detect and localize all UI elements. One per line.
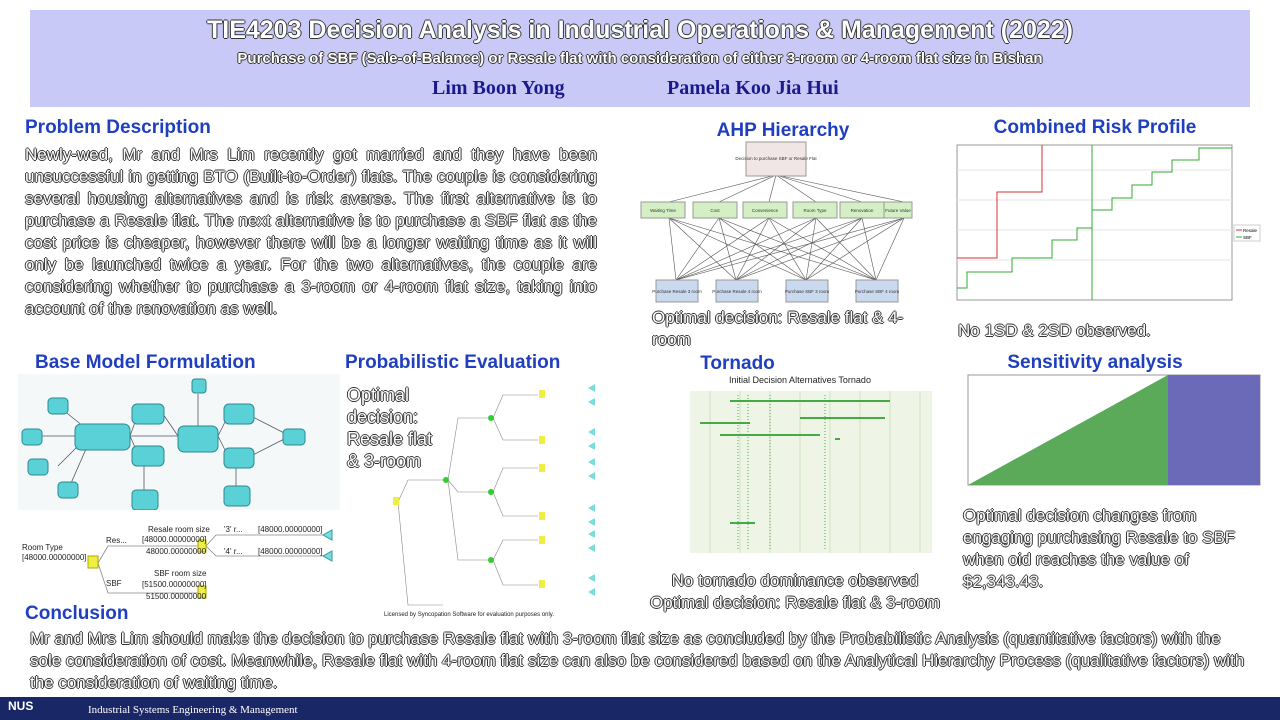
tree-label: SBF [106, 579, 122, 588]
legend-label: Resale [1243, 228, 1258, 233]
chart-title: Initial Decision Alternatives Tornado [729, 375, 871, 385]
tree-label: [48000.00000000] [22, 553, 87, 562]
tornado-chart: Initial Decision Alternatives Tornado [690, 375, 932, 553]
tree-label: Resale room size [148, 525, 210, 534]
tornado-caption: No tornado dominance observed [671, 571, 919, 590]
section-heading: Problem Description [25, 117, 211, 138]
subtitle: Purchase of SBF (Sale-of-Balance) or Res… [237, 50, 1043, 67]
ahp-criterion: Convenience [752, 208, 779, 213]
section-heading: AHP Hierarchy [716, 120, 850, 141]
section-heading: Sensitivity analysis [1007, 352, 1183, 373]
logo: NUS [8, 699, 34, 713]
author: Pamela Koo Jia Hui [667, 77, 839, 99]
legend-label: SBF [1243, 235, 1252, 240]
ahp-criterion: Room Type [804, 208, 827, 213]
conclusion-text: Mr and Mrs Lim should make the decision … [30, 629, 1245, 692]
ahp-alternative: Purchase SBF 4 room [855, 289, 900, 294]
tree-label: '3' r... [224, 525, 243, 534]
risk-caption: No 1SD & 2SD observed. [958, 321, 1151, 340]
author: Lim Boon Yong [432, 77, 565, 99]
ahp-caption: Optimal decision: Resale flat & 4-room [652, 308, 904, 349]
ahp-alternative: Purchase Resale 4 room [712, 289, 762, 294]
tree-label: Room Type [22, 543, 63, 552]
sensitivity-caption: Optimal decision changes from engaging p… [963, 506, 1236, 591]
problem-text: Newly-wed, Mr and Mrs Lim recently got m… [25, 145, 597, 318]
ahp-criterion: Future Value [885, 208, 911, 213]
section-heading: Conclusion [25, 603, 129, 624]
tree-label: SBF room size [154, 569, 207, 578]
section-heading: Base Model Formulation [35, 352, 256, 373]
ahp-criterion: Waiting Time [650, 208, 676, 213]
section-heading: Probabilistic Evaluation [345, 352, 561, 373]
ahp-criterion: Cost [710, 208, 720, 213]
section-heading: Combined Risk Profile [993, 117, 1197, 138]
tree-label: [51500.00000000] [142, 580, 207, 589]
section-heading: Tornado [700, 353, 775, 374]
footer-bar [0, 697, 1280, 720]
probability-tree: Licensed by Syncopation Software for eva… [384, 384, 595, 618]
department: Industrial Systems Engineering & Managem… [88, 704, 298, 716]
risk-profile-chart: Resale SBF [956, 144, 1261, 301]
tree-label: [48000.00000000] [142, 535, 207, 544]
tree-label: 51500.00000000 [146, 592, 207, 601]
header-band [30, 10, 1250, 107]
tree-label: [48000.00000000] [258, 547, 323, 556]
sensitivity-chart [967, 374, 1261, 486]
influence-diagram [18, 374, 340, 510]
ahp-alternative: Purchase SBF 3 room [785, 289, 830, 294]
tornado-caption: Optimal decision: Resale flat & 3-room [649, 593, 941, 612]
ahp-criterion: Renovation [851, 208, 874, 213]
tree-label: '4' r... [224, 547, 243, 556]
tree-label: Res... [106, 536, 127, 545]
decision-tree: Room Type [48000.00000000] Res... Resale… [22, 525, 333, 601]
title: TIE4203 Decision Analysis in Industrial … [206, 16, 1073, 44]
ahp-diagram: Decision to purchase SBF or Resale Flat … [640, 141, 913, 303]
ahp-goal: Decision to purchase SBF or Resale Flat [735, 156, 817, 161]
ahp-alternative: Purchase Resale 3 room [652, 289, 702, 294]
tree-label: [48000.00000000] [258, 525, 323, 534]
tree-label: 48000.00000000 [146, 547, 207, 556]
license-note: Licensed by Syncopation Software for eva… [384, 612, 554, 618]
probabilistic-caption: Optimal decision: Resale flat & 3-room [347, 385, 433, 471]
